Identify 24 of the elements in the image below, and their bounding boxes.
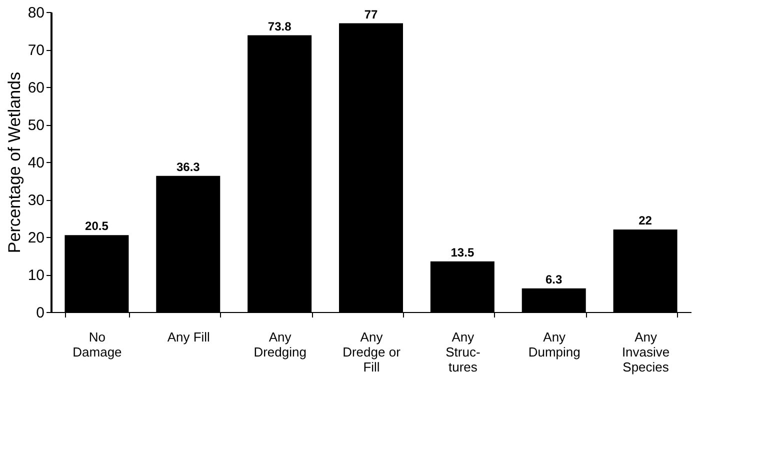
data-label: 36.3 bbox=[176, 160, 200, 174]
x-tick-label: Any Fill bbox=[167, 330, 210, 344]
data-label: 73.8 bbox=[268, 19, 292, 34]
data-label: 22 bbox=[638, 214, 652, 228]
x-tick-label: Any Invasive Species bbox=[622, 330, 670, 374]
data-label: 6.3 bbox=[546, 272, 563, 286]
x-tick-label: No Damage bbox=[72, 330, 122, 360]
data-label: 77 bbox=[364, 7, 378, 22]
y-tick-label: 20 bbox=[28, 230, 44, 246]
x-tick-label: Any Dumping bbox=[528, 330, 580, 360]
x-tick-label: Any Dredge or Fill bbox=[342, 330, 402, 374]
y-tick-label: 0 bbox=[36, 304, 44, 322]
y-tick-label: 40 bbox=[28, 154, 44, 172]
y-axis-title: Percentage of Wetlands bbox=[4, 72, 24, 254]
x-tick-label: Any Struc- tures bbox=[446, 330, 480, 374]
y-tick-label: 30 bbox=[28, 192, 44, 209]
data-label: 13.5 bbox=[450, 245, 474, 260]
data-label: 20.5 bbox=[85, 219, 109, 234]
y-tick-label: 80 bbox=[28, 4, 44, 22]
y-tick-label: 10 bbox=[28, 267, 44, 284]
x-tick-label: Any Dredging bbox=[254, 330, 306, 360]
y-tick-label: 70 bbox=[28, 42, 44, 59]
y-tick-label: 60 bbox=[28, 80, 44, 96]
y-tick-label: 50 bbox=[28, 117, 44, 134]
